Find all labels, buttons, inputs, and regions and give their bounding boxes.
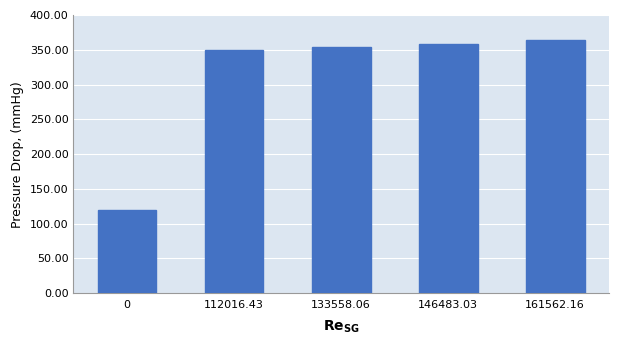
Bar xyxy=(97,210,156,293)
Bar xyxy=(312,47,371,293)
X-axis label: $\mathbf{Re_{SG}}$: $\mathbf{Re_{SG}}$ xyxy=(323,318,360,335)
Bar xyxy=(418,44,477,293)
Bar xyxy=(526,40,585,293)
Y-axis label: Pressure Drop, (mmHg): Pressure Drop, (mmHg) xyxy=(11,81,24,228)
Bar xyxy=(205,50,264,293)
